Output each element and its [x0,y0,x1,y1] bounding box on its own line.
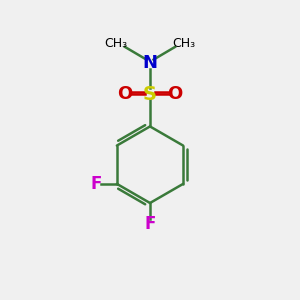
Text: N: N [142,54,158,72]
Text: F: F [91,175,102,193]
Text: CH₃: CH₃ [105,38,128,50]
Text: S: S [143,85,157,104]
Text: O: O [117,85,133,103]
Text: O: O [167,85,183,103]
Text: F: F [144,214,156,232]
Text: CH₃: CH₃ [172,38,195,50]
